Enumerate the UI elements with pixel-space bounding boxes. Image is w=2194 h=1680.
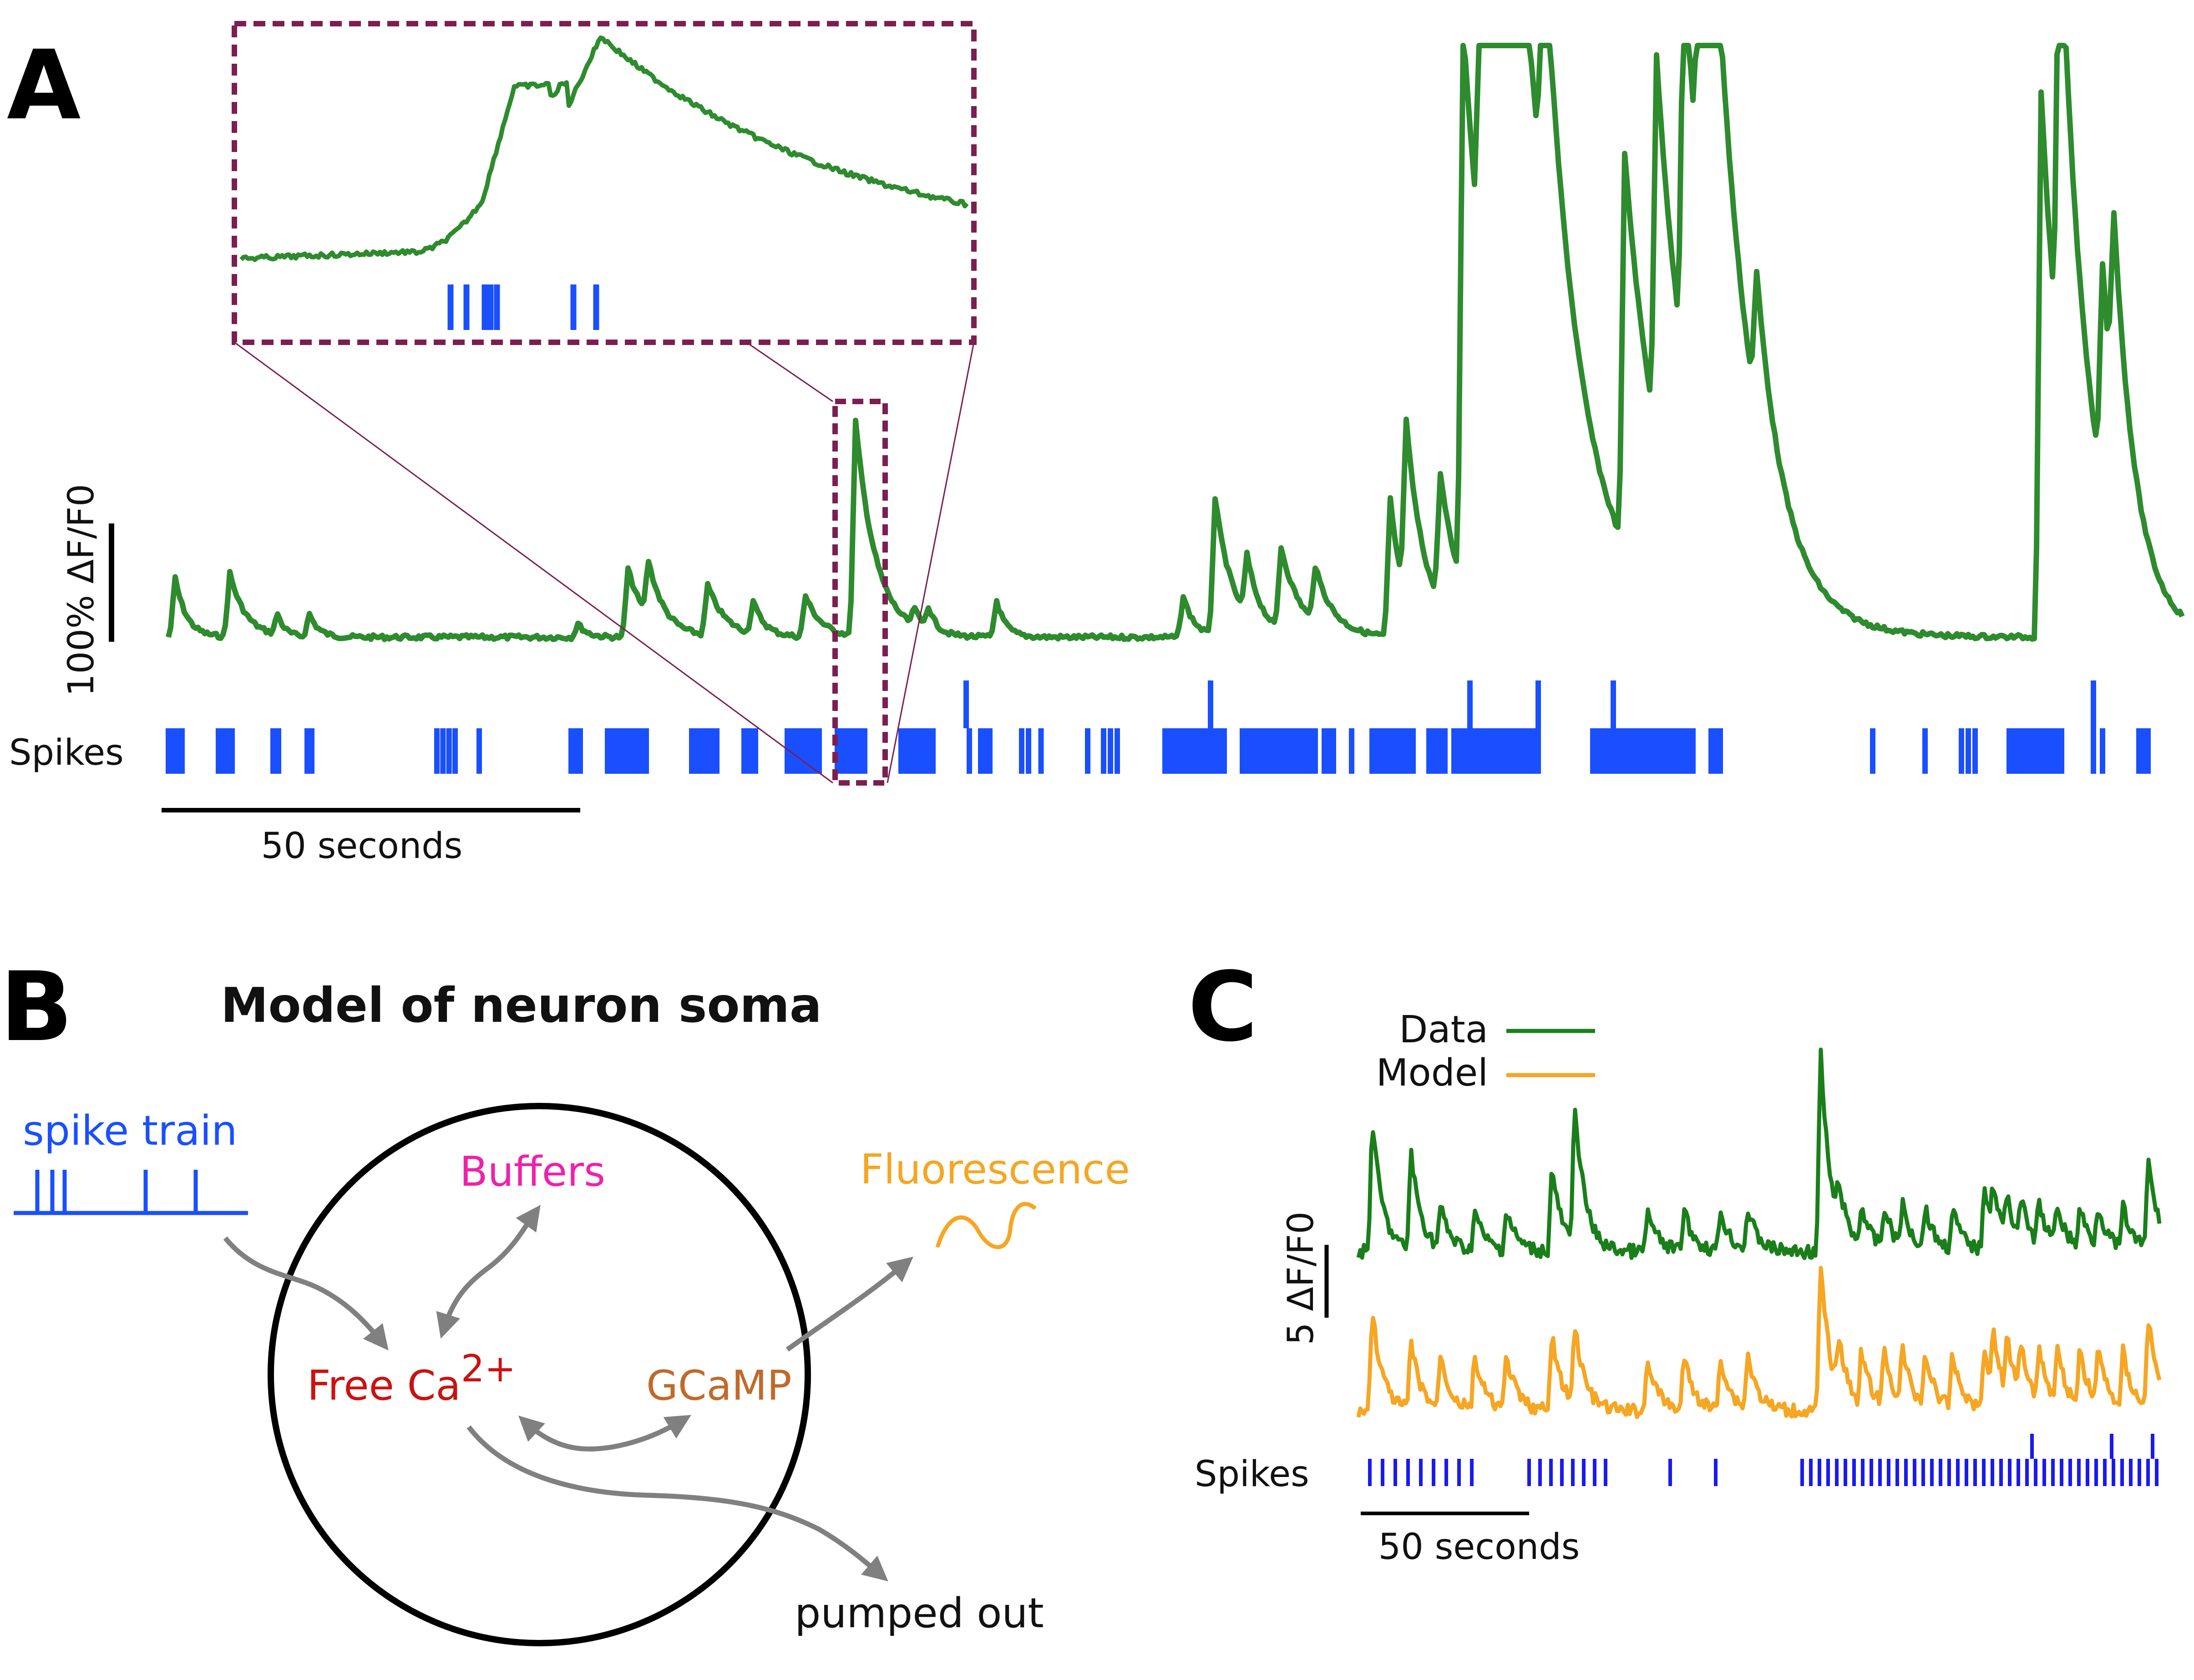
panel-a-spike-raster	[166, 680, 2151, 774]
panel-c-spikes-label: Spikes	[1195, 1454, 1309, 1495]
zoom-connector-line	[887, 342, 975, 783]
panel-c: C Data Model 5 ΔF/F0 Spikes 50 seconds	[1188, 951, 2162, 1568]
buffer-binding-arrow	[436, 1205, 541, 1339]
fluorescence-squiggle-icon	[935, 1202, 1037, 1249]
panel-c-data-trace	[1356, 1047, 2162, 1260]
panel-a-spikes-label: Spikes	[9, 732, 124, 773]
panel-c-spike-raster	[1368, 1434, 2159, 1486]
zoom-inset-spikes	[447, 284, 599, 330]
fluorescence-emission-arrow	[785, 1256, 913, 1352]
pumped-out-label: pumped out	[795, 1589, 1044, 1637]
panel-c-model-trace	[1356, 1266, 2162, 1419]
panel-c-legend: Data Model	[1376, 1008, 1595, 1095]
buffers-label: Buffers	[460, 1148, 605, 1196]
zoom-connector-line	[234, 341, 833, 784]
zoom-inset-frame	[232, 21, 977, 345]
panel-c-amplitude-scale-label: 5 ΔF/F0	[1281, 1212, 1322, 1345]
panel-a-fluorescence-trace	[166, 43, 2185, 642]
gcamp-label: GCaMP	[646, 1362, 792, 1410]
spike-train-label: spike train	[23, 1107, 237, 1155]
panel-a-letter: A	[7, 30, 81, 141]
free-calcium-label: Free Ca2+	[307, 1347, 516, 1410]
panel-b-title: Model of neuron soma	[221, 978, 822, 1033]
zoom-region-box	[832, 399, 888, 786]
panel-c-letter: C	[1188, 951, 1258, 1063]
panel-a-amplitude-scale-label: 100% ΔF/F0	[61, 484, 102, 696]
panel-b: B Model of neuron soma spike train Buffe…	[0, 951, 1130, 1646]
neuron-soma-circle	[268, 1103, 811, 1646]
pump-out-arrow	[466, 1425, 888, 1582]
spike-train-icon	[14, 1170, 248, 1215]
zoom-connector-line	[746, 341, 833, 402]
panel-a: A 100% ΔF/F0 Spikes 50 seconds	[7, 21, 2185, 867]
legend-data-label: Data	[1399, 1008, 1488, 1051]
panel-c-time-scale-label: 50 seconds	[1378, 1527, 1580, 1568]
fluorescence-label: Fluorescence	[860, 1146, 1130, 1193]
gcamp-binding-arrow	[518, 1415, 691, 1452]
reaction-arrows	[223, 1205, 913, 1582]
legend-model-label: Model	[1376, 1051, 1488, 1095]
panel-a-time-scale-label: 50 seconds	[261, 826, 463, 867]
zoom-inset-trace	[239, 36, 969, 262]
spike-influx-arrow	[223, 1236, 389, 1351]
panel-b-letter: B	[0, 951, 73, 1063]
